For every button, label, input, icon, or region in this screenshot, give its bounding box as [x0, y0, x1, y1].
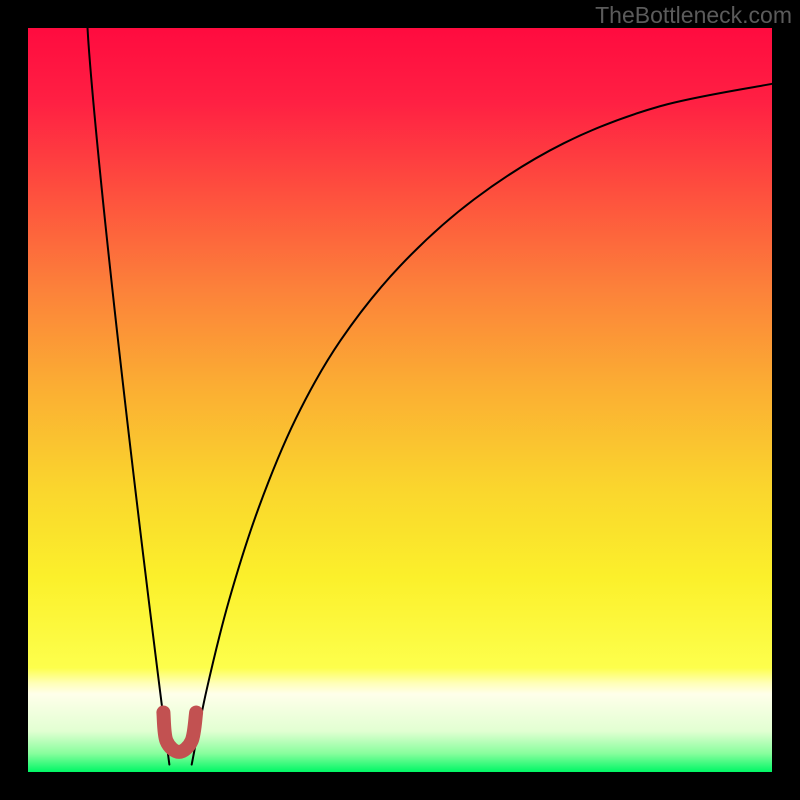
chart-frame: TheBottleneck.com [0, 0, 800, 800]
bottleneck-chart [0, 0, 800, 800]
chart-plot-area [28, 28, 772, 772]
watermark-text: TheBottleneck.com [595, 2, 792, 29]
